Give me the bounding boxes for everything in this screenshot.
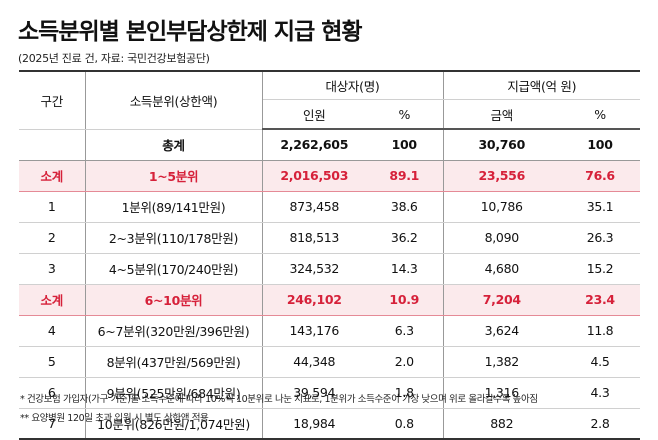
group-cell: 3 [19, 253, 86, 285]
amount-cell: 1,316 [443, 377, 560, 409]
people-cell: 2,262,605 [262, 129, 366, 161]
amount-pct-cell: 4.3 [560, 377, 641, 409]
table-row: 1 1분위(89/141만원) 873,458 38.6 10,786 35.1 [19, 191, 641, 223]
amount-cell: 4,680 [443, 253, 560, 285]
header-row: 구간 소득분위(상한액) 대상자(명) 지급액(억 원) [19, 70, 641, 130]
amount-pct-cell: 26.3 [560, 222, 641, 254]
table-body: 총계 2,262,605 100 30,760 100 소계 1~5분위 2,016,503 8… [19, 129, 641, 440]
people-cell: 246,102 [262, 283, 366, 316]
table-row: 7 10분위(826만원/1,074만원) 18,984 0.8 882 2.8 [19, 408, 641, 440]
bracket-cell: 4~5분위(170/240만원) [85, 253, 263, 285]
people-pct-cell: 0.8 [366, 408, 444, 440]
people-pct-cell: 100 [366, 129, 444, 161]
amount-pct-cell: 4.5 [560, 346, 641, 378]
people-pct-cell: 6.3 [366, 315, 444, 347]
footnote: ** 요양병원 120일 초과 입원 시 별도 상한액 적용 [20, 413, 209, 424]
bracket-cell: 8분위(437만원/569만원) [85, 346, 263, 378]
header-pct: % [366, 99, 444, 130]
amount-pct-cell: 23.4 [560, 283, 641, 316]
header-bracket: 소득분위(상한액) [85, 70, 263, 130]
source-note: (2025년 진료 건, 자료: 국민건강보험공단) [18, 52, 210, 65]
amount-cell: 23,556 [443, 159, 560, 192]
group-cell: 1 [19, 191, 86, 223]
amount-pct-cell: 11.8 [560, 315, 641, 347]
data-table: 구간 소득분위(상한액) 대상자(명) 지급액(억 원) 인원 % 금액 % 총… [19, 70, 641, 440]
amount-cell: 7,204 [443, 283, 560, 316]
amount-cell: 1,382 [443, 346, 560, 378]
bracket-cell: 총계 [85, 129, 263, 161]
bracket-cell: 1~5분위 [85, 159, 263, 192]
amount-cell: 3,624 [443, 315, 560, 347]
subtotal-row: 소계 1~5분위 2,016,503 89.1 23,556 76.6 [19, 159, 641, 192]
bracket-cell: 6~10분위 [85, 283, 263, 316]
people-pct-cell: 1.8 [366, 377, 444, 409]
bracket-cell: 1분위(89/141만원) [85, 191, 263, 223]
people-cell: 324,532 [262, 253, 366, 285]
people-cell: 44,348 [262, 346, 366, 378]
group-cell: 소계 [19, 159, 86, 192]
group-cell: 소계 [19, 283, 86, 316]
people-cell: 143,176 [262, 315, 366, 347]
people-pct-cell: 2.0 [366, 346, 444, 378]
header-people: 인원 [262, 99, 366, 130]
people-pct-cell: 38.6 [366, 191, 444, 223]
amount-cell: 882 [443, 408, 560, 440]
group-cell: 5 [19, 346, 86, 378]
group-cell [19, 129, 86, 161]
table-row: 3 4~5분위(170/240만원) 324,532 14.3 4,680 15.2 [19, 253, 641, 285]
people-pct-cell: 14.3 [366, 253, 444, 285]
people-pct-cell: 36.2 [366, 222, 444, 254]
table-row: 5 8분위(437만원/569만원) 44,348 2.0 1,382 4.5 [19, 346, 641, 378]
footnote: * 건강보험 가입자(가구 기준)를 소득수준에 따라 10%씩 10분위로 나… [20, 394, 538, 405]
table-row: 2 2~3분위(110/178만원) 818,513 36.2 8,090 26.3 [19, 222, 641, 254]
group-cell: 2 [19, 222, 86, 254]
people-cell: 39,594 [262, 377, 366, 409]
amount-pct-cell: 15.2 [560, 253, 641, 285]
page-title: 소득분위별 본인부담상한제 지급 현황 [18, 19, 363, 45]
amount-cell: 10,786 [443, 191, 560, 223]
bracket-cell: 9분위(525만원/684만원) [85, 377, 263, 409]
header-pct2: % [560, 99, 641, 130]
bracket-cell: 6~7분위(320만원/396만원) [85, 315, 263, 347]
amount-cell: 30,760 [443, 129, 560, 161]
header-group: 구간 [19, 70, 86, 130]
people-cell: 2,016,503 [262, 159, 366, 192]
header-amount: 금액 [443, 99, 560, 130]
total-row: 총계 2,262,605 100 30,760 100 [19, 129, 641, 161]
people-pct-cell: 10.9 [366, 283, 444, 316]
header-payment: 지급액(억 원) [443, 70, 641, 100]
table-row: 6 9분위(525만원/684만원) 39,594 1.8 1,316 4.3 [19, 377, 641, 409]
group-cell: 6 [19, 377, 86, 409]
amount-pct-cell: 100 [560, 129, 641, 161]
amount-pct-cell: 35.1 [560, 191, 641, 223]
amount-pct-cell: 76.6 [560, 159, 641, 192]
table-row: 4 6~7분위(320만원/396만원) 143,176 6.3 3,624 11.8 [19, 315, 641, 347]
bracket-cell: 2~3분위(110/178만원) [85, 222, 263, 254]
group-cell: 4 [19, 315, 86, 347]
people-pct-cell: 89.1 [366, 159, 444, 192]
header-recipients: 대상자(명) [262, 70, 444, 100]
amount-pct-cell: 2.8 [560, 408, 641, 440]
people-cell: 818,513 [262, 222, 366, 254]
subtotal-row: 소계 6~10분위 246,102 10.9 7,204 23.4 [19, 283, 641, 316]
subheader-row: 인원 % 금액 % [19, 99, 641, 130]
people-cell: 873,458 [262, 191, 366, 223]
people-cell: 18,984 [262, 408, 366, 440]
amount-cell: 8,090 [443, 222, 560, 254]
